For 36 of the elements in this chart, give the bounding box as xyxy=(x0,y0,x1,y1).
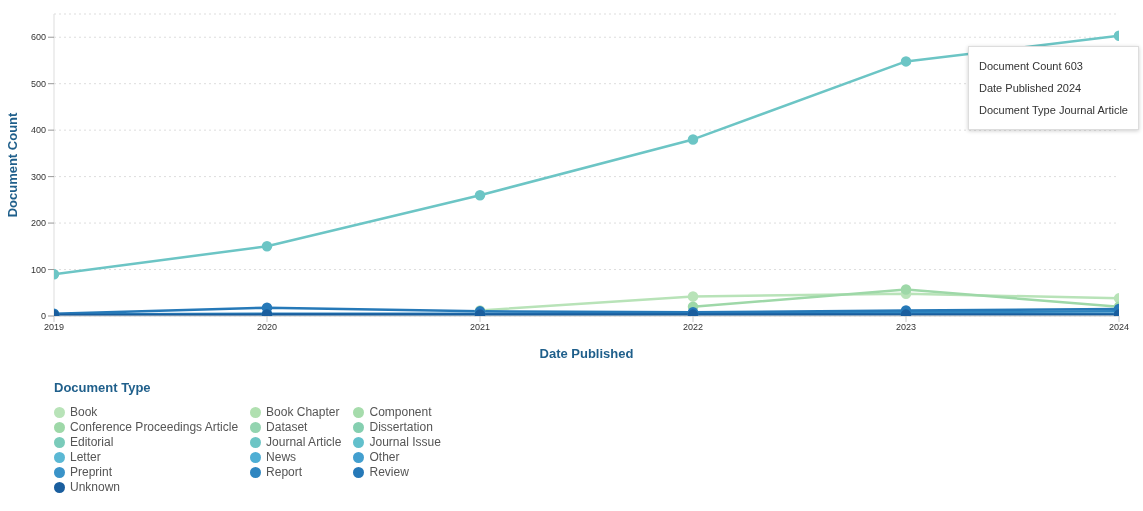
legend-label: Conference Proceedings Article xyxy=(70,420,239,434)
y-tick-label: 0 xyxy=(40,311,46,322)
legend-label: Report xyxy=(266,465,303,479)
legend-label: Unknown xyxy=(70,480,121,494)
legend-label: Journal Article xyxy=(266,435,342,449)
annotation: Date Published 2024 xyxy=(979,81,1083,96)
legend-label: Letter xyxy=(70,450,101,464)
legend-label: Other xyxy=(369,450,400,464)
x-tick-label: 2024 xyxy=(1108,322,1130,333)
legend-label: Editorial xyxy=(70,435,114,449)
y-tick-label: 400 xyxy=(30,125,46,136)
y-axis-title: Document Count xyxy=(4,111,20,218)
x-tick-label: 2019 xyxy=(43,322,65,333)
x-tick-label: 2023 xyxy=(895,322,917,333)
legend-label: Book xyxy=(70,405,98,419)
legend-label: Preprint xyxy=(70,465,113,479)
tooltip-box: Document Count 603 Date Published 2024 Document Type Journal Article xyxy=(968,46,1139,130)
x-tick-label: 2022 xyxy=(682,322,704,333)
y-tick-label: 500 xyxy=(30,78,46,89)
y-tick-label: 200 xyxy=(30,218,46,229)
legend-title: Document Type xyxy=(54,380,152,395)
legend-label: Book Chapter xyxy=(266,405,340,419)
legend-label: Dataset xyxy=(266,420,308,434)
y-tick-label: 100 xyxy=(30,264,46,275)
legend-label: Dissertation xyxy=(369,420,433,434)
annotation: Document Count 603 xyxy=(979,59,1084,74)
legend-label: Review xyxy=(369,465,409,479)
x-axis-title: Date Published xyxy=(539,346,634,361)
y-tick-label: 600 xyxy=(30,32,46,43)
x-tick-label: 2020 xyxy=(256,322,278,333)
legend-label: News xyxy=(266,450,297,464)
annotation: Document Type Journal Article xyxy=(979,103,1128,118)
x-tick-label: 2021 xyxy=(469,322,491,333)
legend-label: Component xyxy=(369,405,432,419)
y-tick-label: 300 xyxy=(30,171,46,182)
legend-label: Journal Issue xyxy=(369,435,441,449)
